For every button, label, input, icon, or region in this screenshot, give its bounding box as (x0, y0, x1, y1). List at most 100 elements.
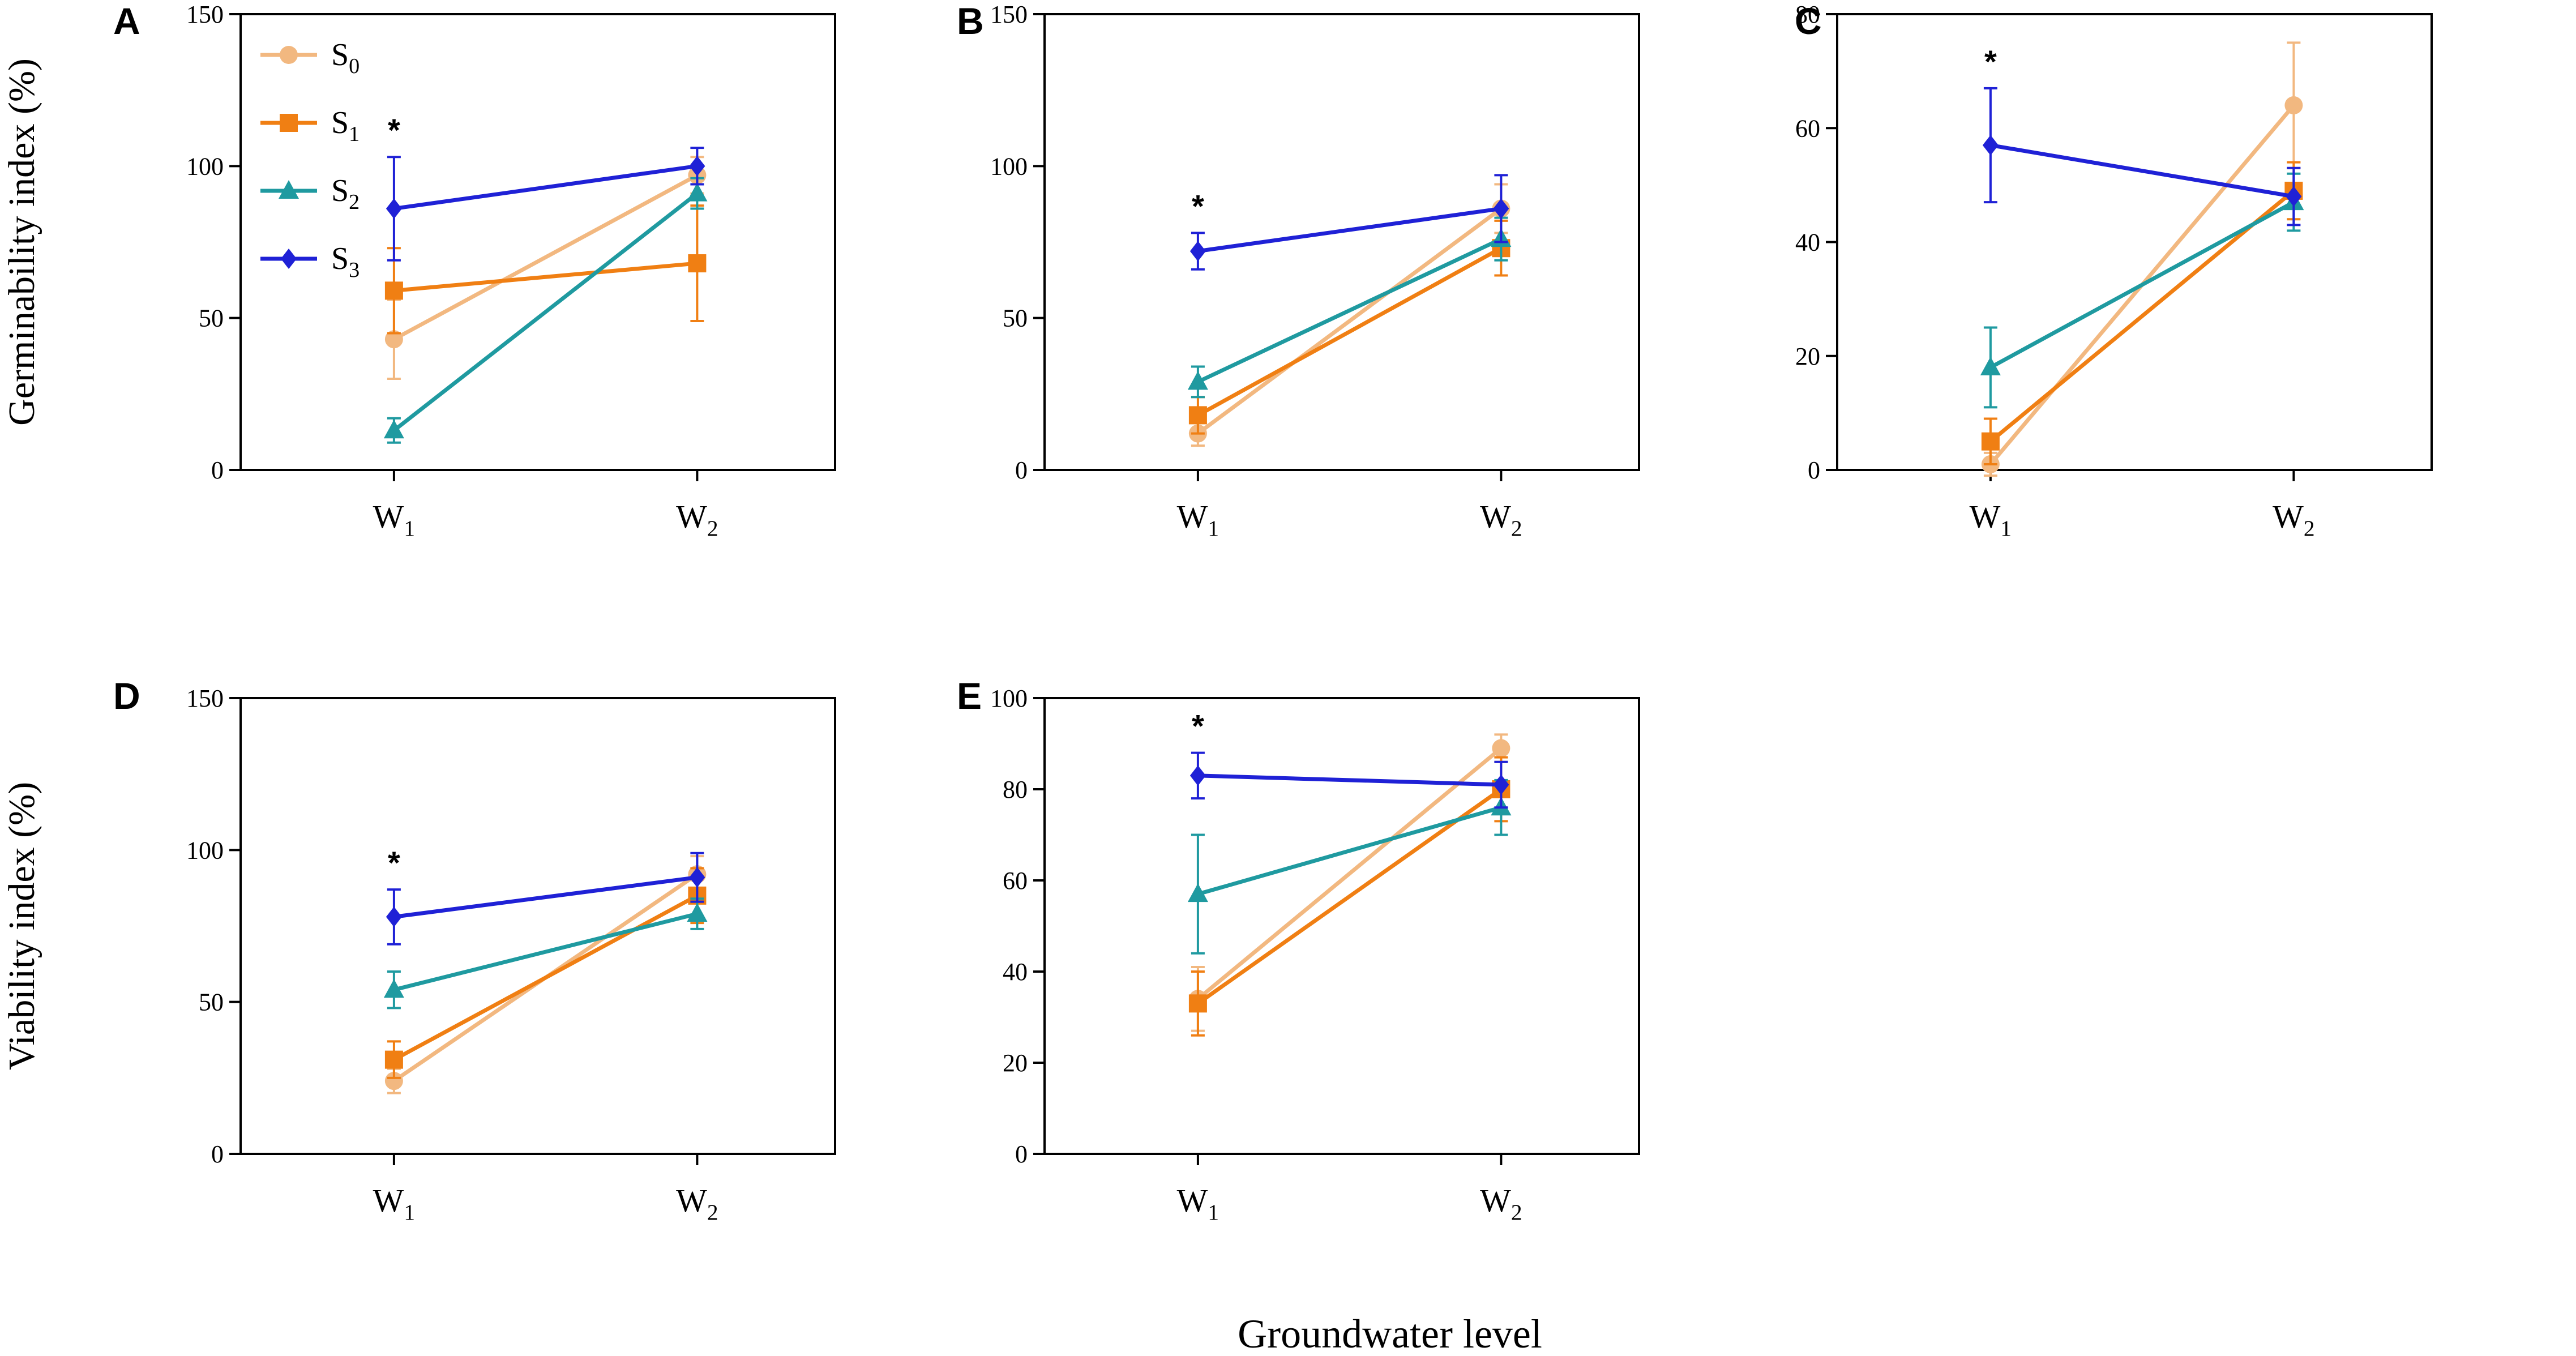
series-s1 (1188, 219, 1510, 435)
series-s3 (386, 852, 705, 946)
significance-star: * (388, 845, 400, 880)
data-point (689, 867, 705, 888)
panel-b: B 0 50 100 150 W1 W2 * (957, 0, 1640, 541)
y-tick-label: 100 (186, 836, 224, 864)
series-s0 (1188, 183, 1510, 447)
series-line (1988, 189, 2296, 444)
y-tick-label: 50 (199, 305, 224, 332)
y-tick-label: 100 (186, 152, 224, 180)
x-tick-label: W1 (1970, 498, 2012, 541)
data-point (386, 906, 402, 927)
series-s3 (1982, 87, 2302, 226)
data-point (687, 903, 708, 922)
series-line (392, 173, 699, 341)
x-tick-label: W2 (676, 1182, 718, 1225)
series-line (1988, 200, 2296, 370)
data-point (1189, 241, 1206, 262)
plot-frame (1043, 697, 1640, 1155)
panel-letter: E (957, 675, 982, 717)
data-point (383, 420, 404, 439)
x-tick-label: W2 (1480, 1182, 1522, 1225)
data-point (383, 979, 404, 998)
legend-label: S3 (331, 241, 360, 282)
plot-frame (1043, 13, 1640, 471)
series-line (1196, 773, 1503, 787)
significance-star: * (1984, 44, 1997, 79)
series-line (1196, 206, 1503, 254)
y-tick-label: 150 (186, 1, 224, 28)
data-point (1493, 198, 1509, 219)
legend-label: S0 (331, 37, 360, 78)
x-tick-label: W1 (1177, 498, 1219, 541)
x-tick-label: W1 (1177, 1182, 1219, 1225)
y-axis-title: Germinability index (%) (1, 58, 42, 426)
y-tick-label: 20 (1795, 343, 1820, 370)
significance-star: * (388, 112, 400, 148)
data-point (688, 254, 707, 273)
legend-label: S1 (331, 105, 360, 146)
y-tick-label: 40 (1003, 958, 1028, 986)
series-line (1196, 787, 1503, 1006)
data-point (386, 198, 402, 219)
y-tick-label: 60 (1795, 114, 1820, 142)
series-line (392, 191, 699, 433)
legend-marker (280, 46, 298, 64)
y-tick-label: 150 (186, 685, 224, 712)
series-line (392, 893, 699, 1062)
data-point (1189, 765, 1206, 786)
data-point (2284, 96, 2303, 114)
series-s2 (383, 177, 708, 444)
panel-c: C 0 20 40 60 80 W1 W2 * (1795, 0, 2433, 541)
x-axis-title: Groundwater level (1238, 1311, 1542, 1356)
series-line (392, 261, 699, 293)
data-point (1188, 406, 1207, 425)
x-tick-label: W2 (2273, 498, 2314, 541)
series-line (1196, 206, 1503, 436)
series-line (392, 875, 699, 919)
y-axis-title: Viability index (%) (1, 782, 42, 1070)
x-tick-label: W1 (373, 498, 415, 541)
data-point (384, 1072, 403, 1090)
y-tick-label: 40 (1795, 229, 1820, 256)
y-tick-label: 80 (1003, 776, 1028, 803)
y-tick-label: 60 (1003, 867, 1028, 895)
data-point (384, 1050, 403, 1069)
y-tick-label: 0 (1808, 456, 1820, 484)
panel-d: D 0 50 100 150 W1 W2 Viability index (%) * (1, 675, 836, 1225)
y-tick-label: 20 (1003, 1049, 1028, 1077)
legend: S0 S1 S2 S3 (260, 37, 360, 282)
legend-marker (281, 249, 297, 269)
x-tick-label: W2 (1480, 498, 1522, 541)
series-s2 (1980, 172, 2304, 409)
significance-star: * (1192, 188, 1204, 224)
panel-letter: C (1795, 0, 1822, 42)
y-tick-label: 50 (1003, 305, 1028, 332)
series-line (1196, 746, 1503, 1001)
data-point (1187, 371, 1208, 390)
panel-a: A 0 50 100 150 W1 W2 Germinability index (%) * S0… (1, 0, 836, 541)
y-tick-label: 0 (211, 456, 224, 484)
series-s3 (1189, 751, 1509, 809)
series-line (392, 912, 699, 992)
series-s2 (383, 897, 708, 1009)
y-tick-label: 150 (990, 1, 1028, 28)
data-point (2286, 186, 2302, 207)
plot-frame (239, 697, 836, 1155)
series-line (1988, 143, 2296, 199)
series-line (392, 164, 699, 211)
series-s1 (1188, 756, 1510, 1037)
data-point (1492, 739, 1510, 758)
panel-letter: D (113, 675, 140, 717)
data-point (1980, 356, 2001, 375)
plot-frame (239, 13, 836, 471)
y-tick-label: 0 (1015, 456, 1028, 484)
series-line (1196, 246, 1503, 417)
panels-layer: A 0 50 100 150 W1 W2 Germinability index (%) * S0… (1, 0, 2433, 1225)
data-point (384, 281, 403, 300)
data-point (687, 182, 708, 202)
legend-label: S2 (331, 173, 360, 214)
legend-marker (280, 114, 298, 132)
series-s3 (386, 147, 705, 262)
series-s2 (1187, 778, 1512, 955)
data-point (1981, 432, 2000, 451)
